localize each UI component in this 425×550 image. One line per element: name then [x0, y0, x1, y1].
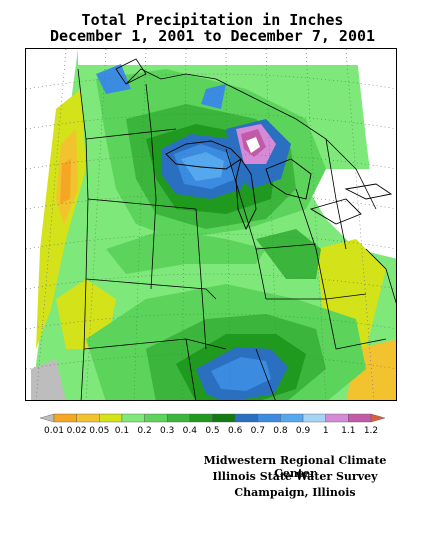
map-title-line1: Total Precipitation in Inches	[81, 11, 344, 29]
legend-swatch	[76, 413, 100, 423]
legend-label: 0.9	[295, 426, 311, 436]
heavy-zone-south-inner	[211, 357, 271, 391]
legend-swatch	[257, 413, 281, 423]
legend-swatches	[40, 413, 385, 423]
legend-label: 0.4	[182, 426, 198, 436]
legend-swatch	[167, 413, 191, 423]
legend-swatch	[40, 413, 55, 423]
legend-swatch	[212, 413, 236, 423]
legend-swatch	[121, 413, 145, 423]
legend-label: 0.2	[137, 426, 152, 436]
legend-swatch	[280, 413, 304, 423]
legend-swatch	[325, 413, 349, 423]
coastline	[365, 248, 396, 304]
legend-swatch	[99, 413, 123, 423]
legend-label: 0.5	[205, 426, 220, 436]
map-svg	[26, 49, 396, 400]
legend-swatch	[370, 413, 385, 423]
legend-swatch	[144, 413, 168, 423]
wet-zone-mid	[106, 229, 266, 274]
dry-zone-southwest	[31, 359, 66, 400]
lat-lon-grid	[26, 49, 396, 400]
legend-swatch	[302, 413, 326, 423]
heavy-zone-up-white	[246, 137, 260, 153]
legend-label: 0.7	[250, 426, 265, 436]
precipitation-map	[25, 48, 397, 401]
lake-of-woods	[115, 58, 147, 85]
legend-label: 0.1	[114, 426, 130, 436]
map-title-line2: December 1, 2001 to December 7, 2001	[49, 27, 376, 45]
heavy-zone-north-spot	[201, 84, 226, 109]
legend-label: 0.05	[89, 426, 110, 436]
legend-label: 0.3	[160, 426, 175, 436]
credit-location: Champaign, Illinois	[234, 486, 356, 499]
legend-label: 1	[322, 426, 329, 436]
great-lakes	[165, 140, 393, 231]
heavy-zone-superior-core	[181, 152, 224, 181]
political-boundaries	[77, 68, 387, 400]
legend-swatch	[348, 413, 372, 423]
legend-label: 0.01	[43, 426, 65, 436]
legend-label: 1.1	[341, 426, 356, 436]
legend-label: 0.8	[273, 426, 288, 436]
dry-zone-west-core	[60, 159, 71, 204]
precipitation-legend	[40, 413, 385, 423]
legend-label: 1.2	[363, 426, 379, 436]
ontario-blank	[296, 169, 396, 259]
legend-swatch	[234, 413, 258, 423]
legend-swatch	[189, 413, 213, 423]
legend-swatch	[53, 413, 77, 423]
credit-isws: Illinois State Water Survey	[212, 470, 378, 483]
heavy-zone-nw-spot	[96, 64, 131, 94]
legend-label: 0.6	[227, 426, 243, 436]
legend-label: 0.02	[66, 426, 87, 436]
credit-mrcc: Midwestern Regional Climate Center	[203, 454, 387, 480]
out-of-domain-top	[78, 49, 396, 65]
